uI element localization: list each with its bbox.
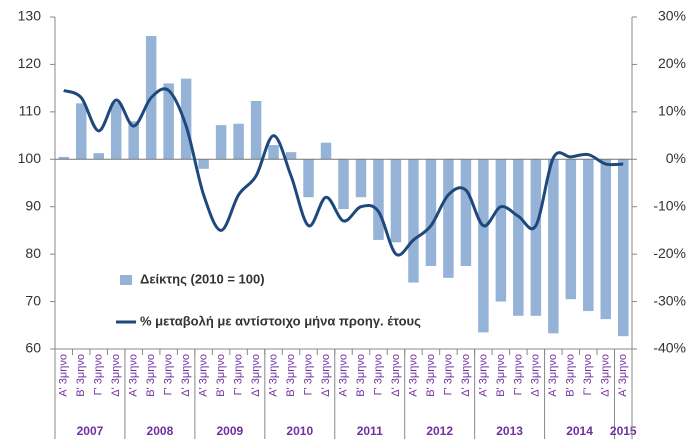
y2-tick-label: 10% (658, 103, 686, 119)
bar (320, 142, 332, 160)
x-tick-label: Β' 3μηνο (145, 354, 157, 397)
x-tick-label: Β' 3μηνο (495, 354, 507, 397)
bar (268, 145, 279, 160)
bar (180, 78, 192, 160)
bar (233, 123, 244, 160)
x-tick-label: Β' 3μηνο (285, 354, 297, 397)
year-label: 2008 (147, 424, 174, 438)
bar (548, 159, 559, 334)
x-tick-label: Δ' 3μηνο (180, 354, 192, 397)
year-label: 2014 (566, 424, 593, 438)
year-label: 2009 (216, 424, 243, 438)
x-tick-label: Α' 3μηνο (617, 354, 629, 397)
y2-tick-label: -30% (653, 292, 686, 308)
x-tick-label: Α' 3μηνο (128, 354, 140, 397)
x-tick-label: Α' 3μηνο (477, 354, 489, 397)
x-tick-label: Δ' 3μηνο (600, 354, 612, 397)
x-tick-label: Γ' 3μηνο (93, 354, 105, 395)
x-tick-label: Γ' 3μηνο (163, 354, 175, 395)
x-tick-label: Γ' 3μηνο (372, 354, 384, 395)
bar (198, 159, 209, 169)
y2-tick-label: -40% (653, 340, 686, 356)
y2-tick-label: 20% (658, 55, 686, 71)
x-tick-label: Γ' 3μηνο (582, 354, 594, 395)
bar (58, 156, 69, 160)
bar (443, 159, 454, 278)
x-tick-label: Β' 3μηνο (75, 354, 87, 397)
bar (128, 121, 139, 160)
x-tick-label: Δ' 3μηνο (250, 354, 262, 397)
bar (163, 83, 174, 160)
bar (250, 100, 262, 160)
y-tick-label: 60 (25, 340, 41, 356)
x-tick-label: Α' 3μηνο (547, 354, 559, 397)
year-label: 2013 (496, 424, 523, 438)
x-tick-label: Δ' 3μηνο (460, 354, 472, 397)
bar (110, 102, 122, 160)
x-tick-label: Β' 3μηνο (355, 354, 367, 397)
x-tick-label: Α' 3μηνο (407, 354, 419, 397)
x-tick-label: Β' 3μηνο (565, 354, 577, 397)
x-tick-label: Β' 3μηνο (215, 354, 227, 397)
year-label: 2011 (357, 424, 383, 438)
y-tick-label: 120 (18, 55, 42, 71)
bar (513, 159, 524, 316)
x-tick-label: Γ' 3μηνο (232, 354, 244, 395)
x-tick-label: Δ' 3μηνο (390, 354, 402, 397)
year-label: 2012 (426, 424, 453, 438)
y-tick-label: 70 (25, 292, 41, 308)
x-tick-label: Δ' 3μηνο (530, 354, 542, 397)
y2-tick-label: -20% (653, 245, 686, 261)
year-label: 2015 (610, 424, 637, 438)
bar (425, 159, 437, 266)
x-tick-label: Δ' 3μηνο (110, 354, 122, 397)
year-label: 2010 (286, 424, 313, 438)
legend-label: % μεταβολή με αντίστοιχο μήνα προηγ. έτο… (140, 313, 421, 328)
x-tick-label: Γ' 3μηνο (302, 354, 314, 395)
x-tick-label: Δ' 3μηνο (320, 354, 332, 397)
x-tick-label: Α' 3μηνο (337, 354, 349, 397)
x-tick-label: Α' 3μηνο (58, 354, 70, 397)
bar (338, 159, 349, 210)
legend-label: Δείκτης (2010 = 100) (140, 271, 265, 286)
y-tick-label: 90 (25, 197, 41, 213)
y2-tick-label: 0% (666, 150, 686, 166)
bar (495, 159, 507, 302)
bar (285, 152, 297, 160)
bar (373, 159, 384, 240)
y-tick-label: 100 (18, 150, 42, 166)
bar (565, 159, 577, 300)
bar (75, 103, 87, 160)
bar (215, 125, 227, 160)
bar (390, 159, 402, 243)
bar (460, 159, 472, 266)
year-label: 2007 (77, 424, 104, 438)
bar (478, 159, 489, 333)
x-tick-label: Β' 3μηνο (425, 354, 437, 397)
x-tick-label: Γ' 3μηνο (442, 354, 454, 395)
y-tick-label: 130 (18, 8, 42, 24)
y-tick-label: 80 (25, 245, 41, 261)
x-tick-label: Α' 3μηνο (267, 354, 279, 397)
bar (583, 159, 594, 312)
bar (530, 159, 542, 316)
bar (600, 159, 612, 320)
legend-swatch (120, 275, 132, 285)
bar (303, 159, 314, 198)
x-tick-label: Γ' 3μηνο (512, 354, 524, 395)
y-tick-label: 110 (19, 103, 42, 119)
bar (618, 159, 629, 337)
y2-tick-label: 30% (658, 8, 686, 24)
bar (93, 153, 104, 160)
bar (408, 159, 419, 283)
line (63, 87, 624, 257)
y2-tick-label: -10% (653, 197, 686, 213)
bar (355, 159, 367, 198)
x-tick-label: Α' 3μηνο (198, 354, 210, 397)
